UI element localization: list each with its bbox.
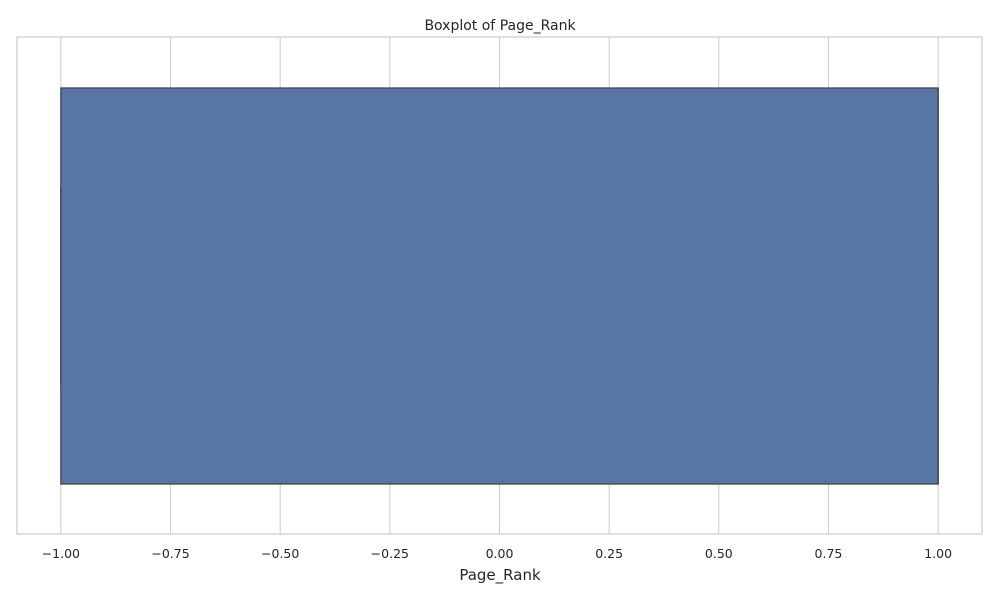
plot-area-frame <box>16 36 983 535</box>
x-tick-labels: −1.00 −0.75 −0.50 −0.25 0.00 0.25 0.50 0.75 1.00 <box>42 546 952 561</box>
x-tick-label: 0.25 <box>595 546 623 561</box>
box-layer <box>60 87 939 485</box>
x-tick-label: −0.75 <box>151 546 189 561</box>
x-tick-label: −0.25 <box>371 546 409 561</box>
x-tick-label: −1.00 <box>42 546 80 561</box>
x-axis-label: Page_Rank <box>459 566 541 585</box>
chart-title: Boxplot of Page_Rank <box>424 18 576 34</box>
x-tick-label: 0.75 <box>815 546 843 561</box>
x-tick-label: 1.00 <box>924 546 952 561</box>
x-tick-label: −0.50 <box>261 546 299 561</box>
x-tick-label: 0.50 <box>705 546 733 561</box>
x-tick-label: 0.00 <box>486 546 514 561</box>
box-iqr <box>60 87 939 485</box>
